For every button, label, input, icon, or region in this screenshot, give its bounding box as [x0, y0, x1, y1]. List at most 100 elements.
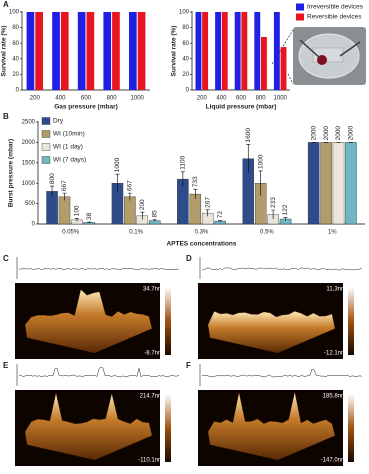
value-label: 38: [86, 212, 93, 220]
color-bar: [165, 394, 171, 462]
x-tick-label: 600: [81, 96, 92, 102]
legend-label: Dry: [53, 118, 64, 125]
legend-swatch: [296, 3, 304, 11]
panel-label: F: [186, 361, 191, 370]
afm-surface: [24, 289, 153, 354]
value-label: 100: [74, 205, 81, 216]
x-tick-label: 400: [55, 96, 66, 102]
value-label: 2000: [335, 126, 342, 141]
error-bar: [205, 209, 210, 217]
bar: [112, 12, 120, 90]
value-label: 122: [282, 204, 289, 215]
legend-swatch: [41, 143, 51, 151]
y-axis-label: Survival rate (%): [171, 26, 178, 77]
x-tick-label: 0.05%: [62, 230, 80, 236]
pointer-line: [271, 29, 294, 65]
height-profile: [201, 368, 363, 378]
bar: [215, 12, 222, 90]
error-bar: [271, 209, 276, 219]
afm-surface: [24, 392, 153, 461]
x-tick-label: 0.1%: [129, 230, 143, 236]
legend-label: WI (7 days): [53, 157, 86, 164]
y-tick-label: 2500: [22, 120, 36, 126]
value-label: 2000: [310, 126, 317, 141]
y-axis-label: Burst pressure (mbar): [8, 139, 15, 207]
x-axis-label: Gas pressure (mbar): [54, 104, 118, 111]
value-label: 72: [217, 211, 224, 219]
value-label: 85: [151, 210, 158, 218]
x-tick-label: 800: [107, 96, 118, 102]
error-bar: [283, 217, 288, 221]
bar: [86, 12, 95, 90]
bar: [280, 47, 287, 90]
bar: [58, 196, 71, 225]
bar: [260, 36, 267, 90]
panel-label: C: [3, 254, 9, 263]
value-label: 267: [204, 197, 211, 208]
error-bar: [62, 192, 67, 201]
x-tick-label: 0.3%: [195, 230, 209, 236]
afm-surface: [207, 391, 336, 461]
bar: [241, 12, 248, 90]
bar: [234, 12, 241, 90]
color-max-label: 11.3nm: [326, 287, 346, 293]
bar: [254, 12, 261, 90]
value-label: 1000: [257, 154, 264, 169]
x-tick-label: 400: [216, 96, 227, 102]
color-max-label: 34.7nm: [143, 287, 163, 293]
value-label: 2000: [323, 126, 330, 141]
value-label: 733: [192, 176, 199, 187]
bar: [273, 12, 280, 90]
bar: [35, 12, 43, 90]
legend-swatch: [296, 13, 304, 21]
panel-label: B: [3, 112, 9, 121]
afm-surface: [207, 311, 336, 354]
device-photo: [293, 27, 366, 85]
y-tick-label: 0: [186, 88, 190, 94]
value-label: 1600: [245, 128, 252, 143]
error-bar: [140, 211, 145, 220]
bar: [103, 12, 112, 90]
y-tick-label: 1500: [22, 160, 36, 166]
value-label: 233: [270, 197, 277, 208]
y-tick-label: 1000: [22, 181, 36, 187]
x-tick-label: 0.5%: [260, 230, 274, 236]
y-tick-label: 80: [12, 25, 19, 31]
error-bar: [74, 217, 79, 222]
color-min-label: -8.7nm: [144, 351, 163, 357]
color-bar: [348, 394, 354, 462]
y-tick-label: 40: [12, 56, 19, 62]
panel-label: E: [3, 361, 9, 370]
value-label: 200: [139, 199, 146, 210]
bar: [202, 12, 209, 90]
y-tick-label: 500: [25, 201, 36, 207]
color-min-label: -147.0nm: [321, 458, 346, 464]
x-tick-label: 1%: [328, 230, 337, 236]
error-bar: [218, 219, 223, 222]
error-bar: [258, 170, 263, 196]
color-max-label: 214.7nm: [140, 394, 163, 400]
value-label: 2000: [348, 126, 355, 141]
y-tick-label: 60: [12, 41, 19, 47]
color-max-label: 185.8nm: [323, 394, 346, 400]
color-bar: [165, 287, 171, 355]
bar: [320, 142, 332, 225]
bar: [129, 12, 137, 90]
value-label: 667: [127, 180, 134, 191]
error-bar: [115, 173, 120, 193]
x-tick-label: 1000: [131, 96, 145, 102]
y-tick-label: 20: [12, 72, 19, 78]
bar: [26, 12, 35, 90]
legend-label: Reversible devices: [307, 14, 362, 21]
color-min-label: -12.1nm: [324, 351, 346, 357]
x-tick-label: 200: [197, 96, 208, 102]
value-label: 1100: [180, 155, 187, 169]
panel-label: D: [186, 254, 192, 263]
value-label: 1000: [114, 157, 121, 172]
bar: [124, 196, 136, 225]
bar: [52, 12, 60, 90]
height-profile: [18, 366, 180, 378]
y-axis-label: Survival rate (%): [1, 26, 8, 77]
color-bar: [348, 287, 354, 355]
